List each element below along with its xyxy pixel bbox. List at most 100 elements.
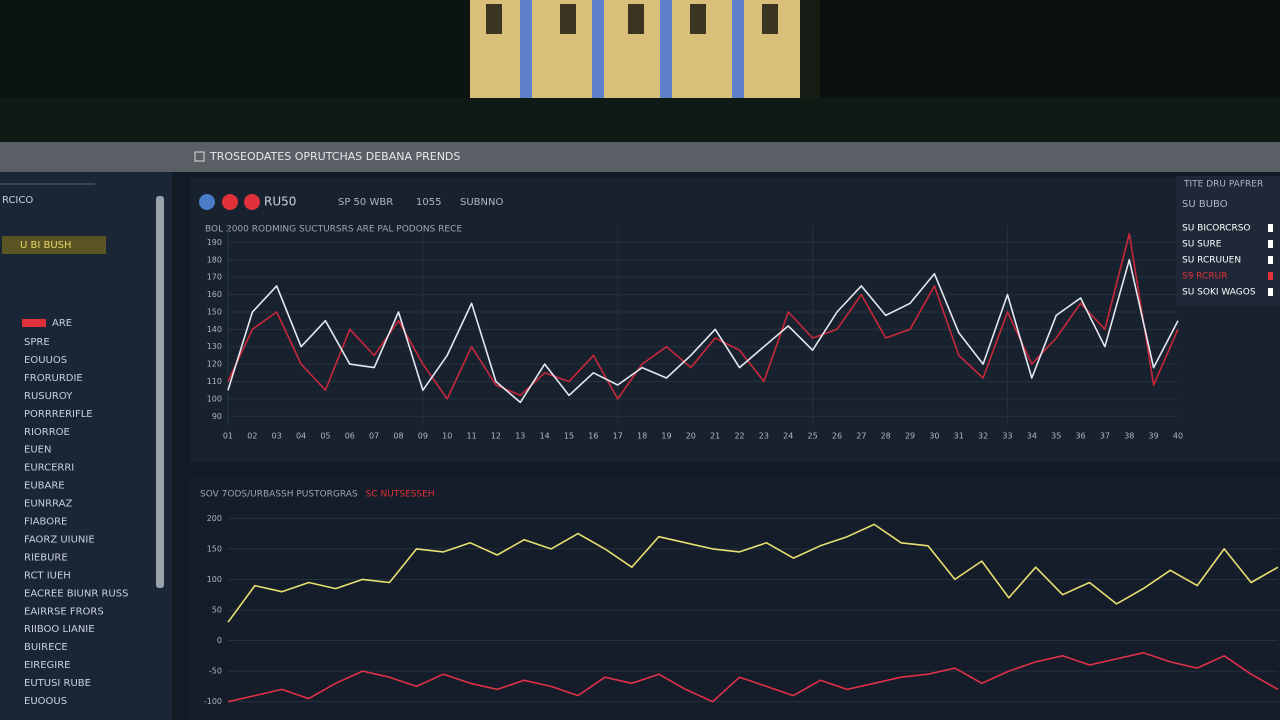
x-tick-label: 11 <box>466 432 476 441</box>
x-tick-label: 33 <box>1002 432 1012 441</box>
x-tick-label: 39 <box>1149 432 1159 441</box>
panel <box>190 478 1280 720</box>
window <box>560 4 576 34</box>
sidebar-item[interactable]: RIIBOO LIANIE <box>24 624 95 635</box>
sidebar-item[interactable]: EUNRRAZ <box>24 499 72 510</box>
sidebar-item[interactable]: EURCERRI <box>24 463 74 474</box>
x-tick-label: 35 <box>1051 432 1061 441</box>
x-tick-label: 06 <box>345 432 355 441</box>
x-tick-label: 30 <box>929 432 939 441</box>
sidebar-list: RCICO U BI BUSH ARE SPRE EOUUOS FRORURDIE R… <box>2 195 128 707</box>
x-tick-label: 25 <box>808 432 818 441</box>
x-tick-label: 31 <box>954 432 964 441</box>
x-tick-label: 16 <box>588 432 598 441</box>
toolbar-label: RU50 <box>264 195 296 209</box>
sidebar-item[interactable]: FIABORE <box>24 517 67 528</box>
legend-swatch <box>1268 240 1273 248</box>
y-tick-label: 140 <box>207 325 222 334</box>
toolbar-tab[interactable]: 1055 <box>416 197 441 208</box>
y-tick-label: 100 <box>207 575 222 584</box>
series-line <box>227 523 1279 623</box>
toolbar-button[interactable] <box>222 194 238 210</box>
y-tick-label: 120 <box>207 360 222 369</box>
y-tick-label: 150 <box>207 544 222 553</box>
x-tick-label: 40 <box>1173 432 1183 441</box>
sidebar <box>0 172 172 720</box>
toolbar-button[interactable] <box>199 194 215 210</box>
window <box>486 4 502 34</box>
x-tick-label: 03 <box>272 432 282 441</box>
y-tick-label: 180 <box>207 255 222 264</box>
y-tick-label: -50 <box>209 667 222 676</box>
y-tick-label: 90 <box>212 412 222 421</box>
x-tick-label: 24 <box>783 432 793 441</box>
toolbar-button[interactable] <box>244 194 260 210</box>
chart-annotation: SC NUTSESSEH <box>366 490 435 500</box>
toolbar-tab[interactable]: SP 50 WBR <box>338 197 393 208</box>
sidebar-item[interactable]: EUTUSI RUBE <box>24 678 91 689</box>
series-line <box>227 259 1179 404</box>
sidebar-item[interactable]: EUEN <box>24 445 51 456</box>
sidebar-item[interactable]: EAIRRSE FRORS <box>24 606 104 617</box>
sidebar-item[interactable]: PORRRERIFLE <box>24 409 93 420</box>
x-tick-label: 36 <box>1075 432 1085 441</box>
sidebar-top[interactable]: RCICO <box>2 195 33 206</box>
x-tick-label: 17 <box>613 432 623 441</box>
sidebar-item[interactable]: EIREGIRE <box>24 660 71 671</box>
sidebar-item[interactable]: FAORZ UIUNIE <box>24 534 95 545</box>
column <box>520 0 532 100</box>
sidebar-selected[interactable]: U BI BUSH <box>20 240 72 251</box>
header-icon <box>194 151 205 162</box>
toolbar-tab[interactable]: SUBNNO <box>460 197 503 208</box>
sidebar-item[interactable]: EUBARE <box>24 481 65 492</box>
y-tick-label: 50 <box>212 606 222 615</box>
sidebar-item[interactable]: EUOOUS <box>24 696 67 707</box>
column <box>660 0 672 100</box>
selected-row[interactable] <box>2 236 106 254</box>
sidebar-item[interactable]: EACREE BIUNR RUSS <box>24 588 128 599</box>
sidebar-item[interactable]: RIEBURE <box>24 552 68 563</box>
header-title: TROSEODATES OPRUTCHAS DEBANA PRENDS <box>209 150 460 163</box>
window <box>628 4 644 34</box>
x-tick-label: 27 <box>856 432 866 441</box>
sidebar-item[interactable]: RCT IUEH <box>24 570 71 581</box>
x-tick-label: 02 <box>247 432 257 441</box>
panel <box>190 178 1280 462</box>
column <box>592 0 604 100</box>
x-tick-label: 28 <box>881 432 891 441</box>
legend-swatch <box>1268 256 1273 264</box>
x-tick-label: 18 <box>637 432 647 441</box>
sidebar-item[interactable]: RIORROE <box>24 427 70 438</box>
sidebar-flagged[interactable]: ARE <box>52 318 72 329</box>
legend-title: TITE DRU PAFRER <box>1183 180 1263 190</box>
x-tick-label: 15 <box>564 432 574 441</box>
x-tick-label: 05 <box>320 432 330 441</box>
lawn <box>0 98 1280 142</box>
legend-swatch <box>1268 272 1273 280</box>
x-tick-label: 32 <box>978 432 988 441</box>
y-tick-label: 160 <box>207 290 222 299</box>
x-tick-label: 14 <box>540 432 550 441</box>
sidebar-item[interactable]: RUSUROY <box>24 391 73 402</box>
sidebar-item[interactable]: EOUUOS <box>24 355 67 366</box>
y-tick-label: -100 <box>204 697 222 706</box>
x-tick-label: 10 <box>442 432 452 441</box>
x-tick-label: 09 <box>418 432 428 441</box>
y-tick-label: 110 <box>207 377 222 386</box>
header-bar <box>0 142 1280 172</box>
chart-title: SOV 7ODS/URBASSH PUSTORGRAS <box>200 490 358 500</box>
scrollbar[interactable] <box>156 196 164 588</box>
legend-label: S9 RCRUR <box>1182 272 1227 282</box>
x-tick-label: 21 <box>710 432 720 441</box>
sidebar-item[interactable]: FRORURDIE <box>24 373 83 384</box>
sidebar-item[interactable]: SPRE <box>24 337 50 348</box>
x-tick-label: 29 <box>905 432 915 441</box>
y-tick-label: 150 <box>207 307 222 316</box>
sidebar-item[interactable]: BUIRECE <box>24 642 68 653</box>
y-tick-label: 200 <box>207 514 222 523</box>
y-tick-label: 0 <box>217 636 222 645</box>
legend-label: SU SURE <box>1182 240 1222 250</box>
series-line <box>227 652 1279 703</box>
x-tick-label: 13 <box>515 432 525 441</box>
